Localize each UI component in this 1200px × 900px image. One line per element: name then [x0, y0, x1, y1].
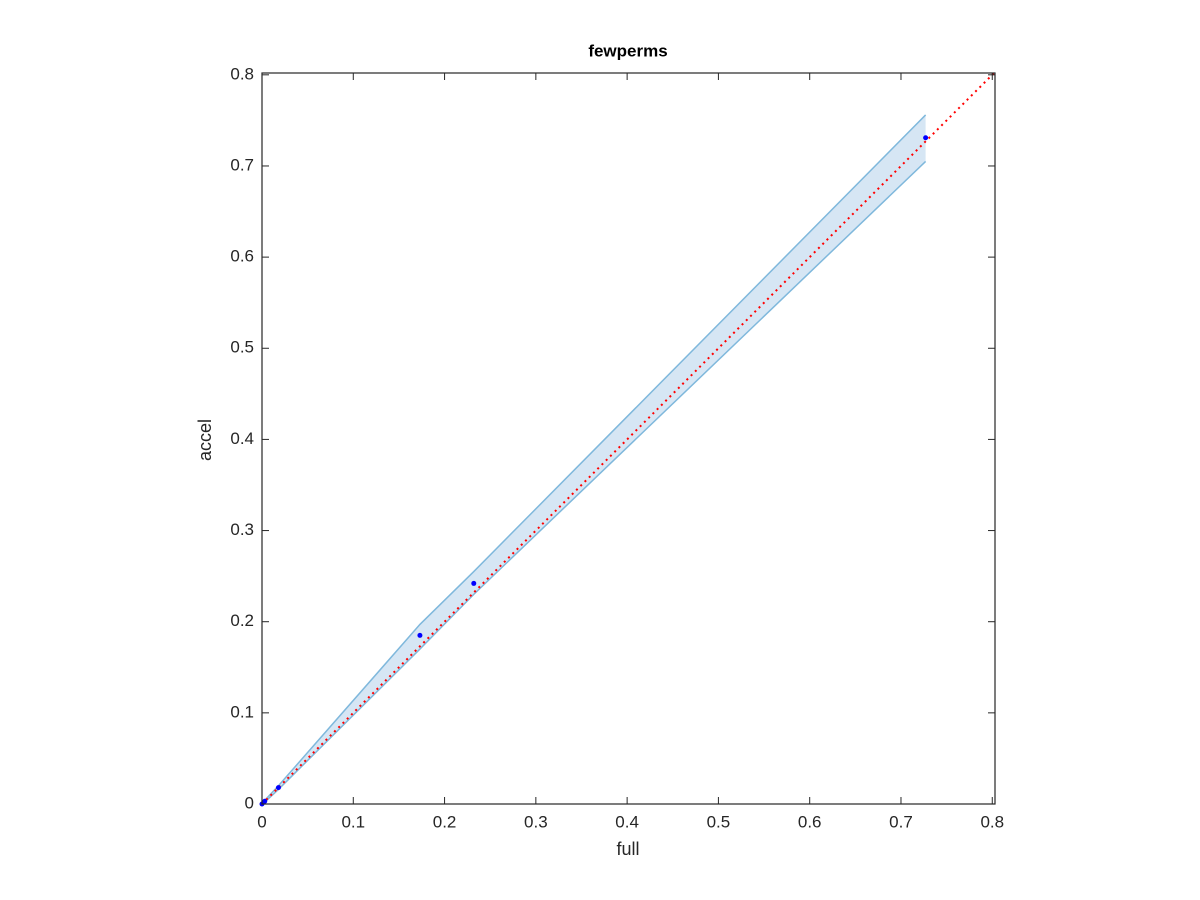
reference-line [261, 71, 996, 805]
y-tick-label: 0.7 [230, 155, 254, 174]
point [417, 632, 423, 638]
x-axis-label: full [616, 839, 639, 859]
point [471, 580, 477, 586]
point [262, 798, 268, 804]
x-tick-label: 0.2 [433, 812, 457, 831]
x-tick-label: 0.5 [707, 812, 731, 831]
x-tick-label: 0.4 [615, 812, 639, 831]
y-tick-label: 0.6 [230, 247, 254, 266]
y-tick-label: 0.2 [230, 611, 254, 630]
x-tick-label: 0.3 [524, 812, 548, 831]
x-tick-label: 0 [257, 812, 266, 831]
y-tick-label: 0.8 [230, 64, 254, 83]
axes-box [261, 72, 996, 805]
y-tick-label: 0.5 [230, 338, 254, 357]
y-tick-label: 0.4 [230, 429, 254, 448]
band-edge [261, 160, 927, 805]
chart-title: fewperms [588, 41, 667, 60]
y-axis-label: accel [195, 419, 215, 461]
x-tick-label: 0.7 [889, 812, 913, 831]
y-tick-label: 0 [245, 793, 254, 812]
y-tick-label: 0.3 [230, 520, 254, 539]
x-tick-label: 0.8 [980, 812, 1004, 831]
y-tick-label: 0.1 [230, 702, 254, 721]
point [923, 135, 929, 141]
x-tick-label: 0.6 [798, 812, 822, 831]
x-tick-label: 0.1 [341, 812, 365, 831]
point [275, 785, 281, 791]
confidence-band [262, 114, 926, 805]
